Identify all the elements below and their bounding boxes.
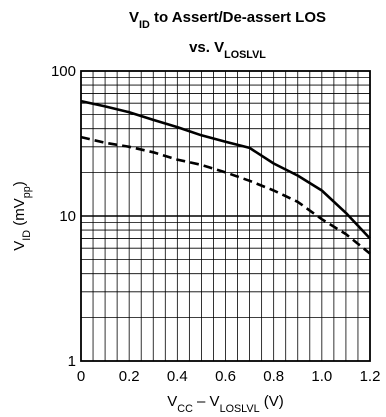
x-axis-label: VCC – VLOSLVL (V) <box>167 393 284 415</box>
x-tick-label: 1.0 <box>311 368 332 385</box>
x-tick-label: 0.4 <box>167 368 188 385</box>
chart-title-line1: VID to Assert/De-assert LOS <box>129 9 326 31</box>
x-tick-label: 1.2 <box>360 368 381 385</box>
y-tick-label: 1 <box>68 353 76 370</box>
y-tick-labels: 1 10 100 <box>51 63 76 370</box>
axis-labels: VCC – VLOSLVL (V) VID (mVpp) <box>11 181 284 415</box>
x-tick-label: 0.6 <box>215 368 236 385</box>
plot-frame <box>80 70 371 362</box>
y-tick-label: 100 <box>51 63 76 80</box>
x-tick-label: 0.8 <box>263 368 284 385</box>
grid <box>81 71 370 361</box>
series-line-dashed <box>80 135 371 255</box>
chart-titles: VID to Assert/De-assert LOS vs. VLOSLVL <box>129 9 326 61</box>
y-tick-label: 10 <box>59 208 76 225</box>
chart-title-line2: vs. VLOSLVL <box>189 39 266 61</box>
series-line-solid <box>80 99 371 240</box>
series-group <box>80 99 371 255</box>
x-tick-labels: 0 0.2 0.4 0.6 0.8 1.0 1.2 <box>77 368 381 385</box>
x-tick-label: 0 <box>77 368 85 385</box>
x-tick-label: 0.2 <box>119 368 140 385</box>
y-axis-label: VID (mVpp) <box>11 181 33 251</box>
